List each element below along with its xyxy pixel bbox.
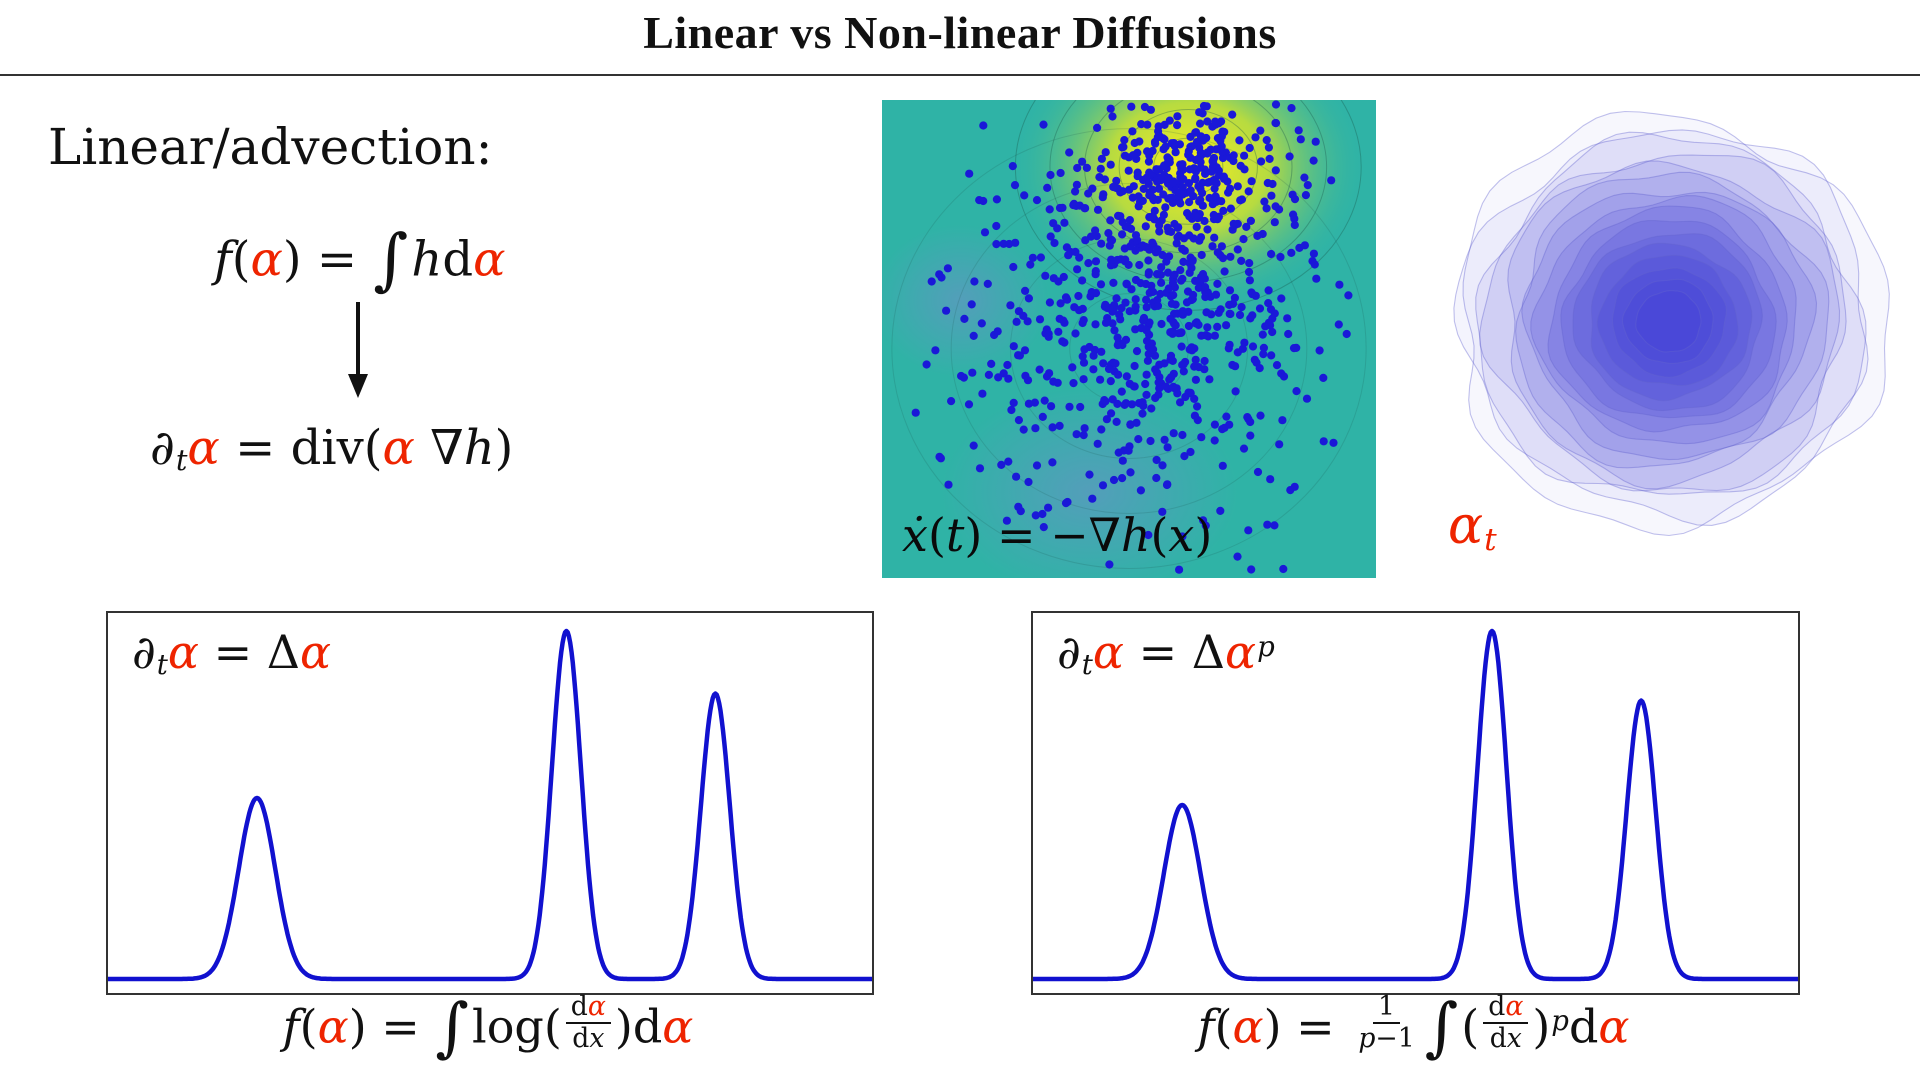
linear-advection-heading: Linear/advection: <box>48 118 493 176</box>
linear-entropy-functional: f(α) = ∫log(dα dx)dα <box>282 990 694 1065</box>
advection-pde-equation: ∂tα = div(α ∇h) <box>150 420 514 478</box>
alpha-density-plot <box>1435 108 1903 572</box>
alpha-t-label: αt <box>1448 496 1497 558</box>
linear-diffusion-panel: ∂tα = Δα <box>106 611 874 995</box>
nonlinear-energy-functional: f(α) = 1 p−1 ∫(dα dx)pdα <box>1197 990 1630 1065</box>
down-arrow <box>348 302 368 398</box>
particle-scatter-plot <box>882 100 1376 578</box>
title-divider <box>0 74 1920 76</box>
linear-diffusion-curve <box>108 613 872 993</box>
nonlinear-diffusion-curve <box>1033 613 1798 993</box>
linear-diffusion-equation: ∂tα = Δα <box>132 625 332 682</box>
gradient-flow-ode-equation: ẋ(t) = −∇h(x) <box>902 508 1213 562</box>
slide-title: Linear vs Non-linear Diffusions <box>643 7 1277 58</box>
advection-functional-equation: f(α) = ∫hdα <box>214 220 506 298</box>
nonlinear-diffusion-equation: ∂tα = Δαp <box>1057 625 1275 682</box>
nonlinear-diffusion-panel: ∂tα = Δαp <box>1031 611 1800 995</box>
